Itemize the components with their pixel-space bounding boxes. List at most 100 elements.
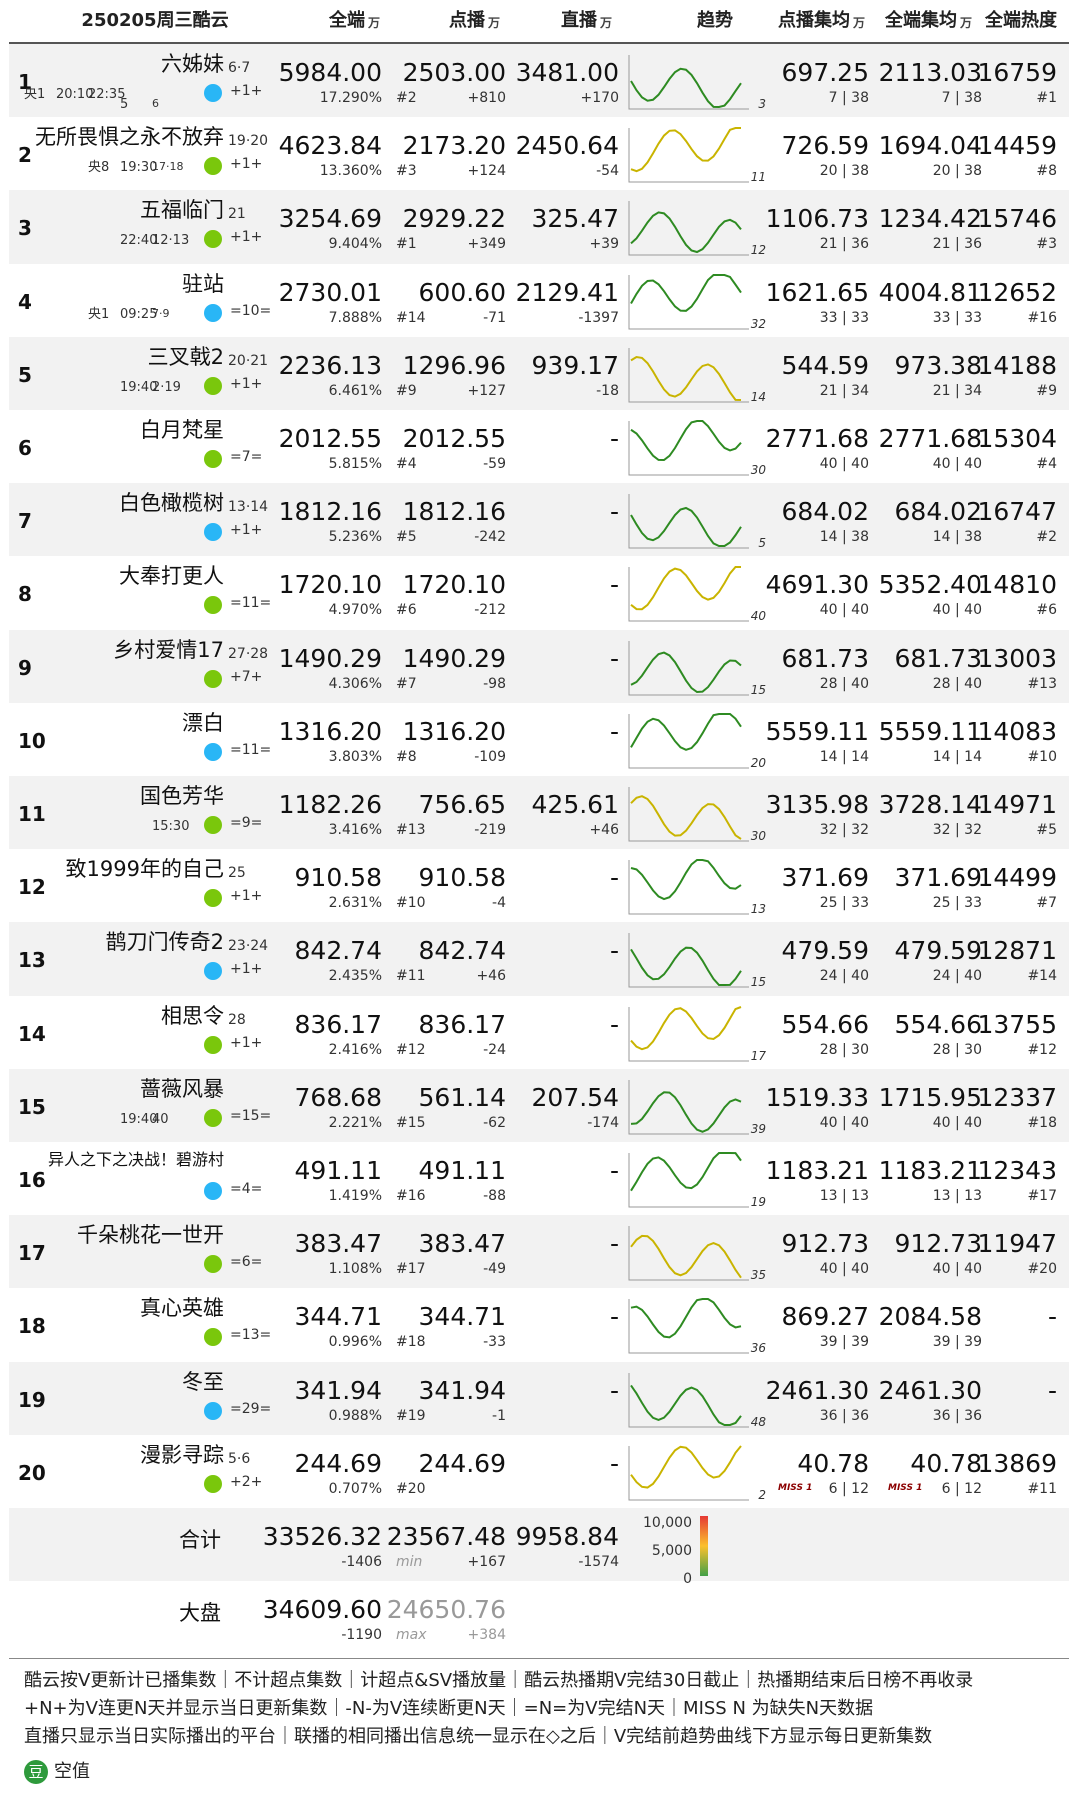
heat: 14971 bbox=[977, 790, 1057, 819]
trend-line bbox=[630, 127, 741, 173]
all-average: 40.78 bbox=[910, 1448, 982, 1478]
row-background bbox=[9, 776, 1069, 850]
total-share: 0.996% bbox=[328, 1334, 382, 1351]
rank: 7 bbox=[18, 509, 32, 534]
platform-icon bbox=[204, 1255, 222, 1274]
vod-average-detail: 20 | 38 bbox=[819, 163, 869, 180]
update-status: +7+ bbox=[230, 668, 263, 685]
vod-average-detail: 13 | 13 bbox=[819, 1188, 869, 1204]
vod-play: 383.47 bbox=[418, 1229, 506, 1259]
vod-miss: MISS 1 bbox=[778, 1482, 813, 1493]
vod-average-detail: 40 | 40 bbox=[819, 1114, 869, 1131]
total-play: 491.11 bbox=[294, 1156, 382, 1185]
heat: 12337 bbox=[977, 1082, 1057, 1112]
live-play: - bbox=[609, 643, 619, 673]
trend-sparkline bbox=[628, 201, 749, 256]
heat-rank: #11 bbox=[1027, 1480, 1057, 1497]
vod-average-detail: 14 | 14 bbox=[819, 748, 869, 765]
show-name: 驻站 bbox=[182, 271, 224, 296]
trend-sparkline bbox=[628, 1445, 749, 1501]
trend-line bbox=[630, 1384, 742, 1426]
live-play: - bbox=[609, 1375, 619, 1405]
trend-note: 15 bbox=[750, 975, 766, 990]
show-name: 冬至 bbox=[182, 1369, 224, 1394]
all-average: 5559.11 bbox=[878, 716, 982, 746]
total-play: 1812.16 bbox=[278, 497, 382, 527]
vod-average: 726.59 bbox=[781, 131, 869, 161]
vod-average: 1183.21 bbox=[765, 1156, 869, 1185]
vod-average: 479.59 bbox=[781, 936, 869, 966]
totals-live-change: -1574 bbox=[578, 1554, 619, 1570]
show-name: 异人之下之决战！碧游村 bbox=[47, 1150, 224, 1169]
all-average-detail: 21 | 36 bbox=[932, 236, 982, 253]
vod-average: 544.59 bbox=[781, 350, 869, 380]
vod-rank: #10 bbox=[396, 895, 426, 912]
all-average: 912.73 bbox=[894, 1229, 982, 1259]
vod-play: 1296.96 bbox=[402, 350, 506, 380]
vod-average: 4691.30 bbox=[765, 570, 869, 600]
trend-line bbox=[630, 1152, 742, 1192]
vod-change: +127 bbox=[467, 382, 506, 399]
show-name: 蔷薇风暴 bbox=[140, 1076, 224, 1101]
rank: 19 bbox=[18, 1387, 46, 1412]
broadcast-info: 5 bbox=[120, 97, 129, 112]
episodes: 20·21 bbox=[228, 352, 269, 369]
trend-line bbox=[630, 1005, 742, 1050]
platform-icon bbox=[204, 596, 222, 615]
vod-average: 681.73 bbox=[781, 643, 869, 673]
vod-play: 842.74 bbox=[418, 936, 506, 966]
total-play: 383.47 bbox=[294, 1229, 382, 1259]
totals-vod-change: +167 bbox=[467, 1554, 506, 1570]
heat-rank: #6 bbox=[1036, 602, 1057, 619]
vod-average: 2461.30 bbox=[765, 1375, 869, 1405]
vod-play: 910.58 bbox=[418, 863, 506, 893]
total-share: 0.988% bbox=[328, 1407, 382, 1424]
broadcast-info: 19:40 bbox=[120, 1111, 158, 1127]
vod-rank: #8 bbox=[396, 748, 417, 765]
rank: 17 bbox=[18, 1241, 46, 1266]
trend-note: 36 bbox=[750, 1341, 766, 1356]
trend-line bbox=[630, 67, 742, 109]
totals-label: 大盘 bbox=[179, 1601, 221, 1626]
trend-axis bbox=[628, 1006, 749, 1062]
update-status: +1+ bbox=[230, 888, 263, 905]
platform-icon bbox=[204, 1474, 222, 1493]
rank: 15 bbox=[18, 1094, 46, 1119]
trend-note: 17 bbox=[750, 1048, 766, 1063]
all-average: 1715.95 bbox=[878, 1082, 982, 1112]
trend-axis bbox=[628, 1153, 749, 1208]
broadcast-info: 央1 bbox=[24, 87, 46, 102]
vod-average-detail: 40 | 40 bbox=[819, 602, 869, 619]
column-header: 点播 bbox=[449, 10, 485, 31]
vod-average-detail: 24 | 40 bbox=[819, 968, 869, 985]
footer-note: 酷云按V更新计已播集数｜不计超点集数｜计超点&SV播放量｜酷云热播期V完结30日… bbox=[24, 1670, 974, 1692]
trend-note: 20 bbox=[750, 755, 766, 770]
trend-axis bbox=[628, 421, 749, 476]
total-play: 1316.20 bbox=[278, 716, 382, 746]
row-background bbox=[9, 922, 1069, 996]
all-average-detail: 28 | 30 bbox=[932, 1041, 982, 1058]
row-background bbox=[9, 336, 1069, 410]
trend-axis bbox=[628, 933, 749, 988]
show-name: 致1999年的自己 bbox=[65, 857, 224, 882]
show-name: 国色芳华 bbox=[140, 784, 224, 808]
total-share: 17.290% bbox=[319, 90, 382, 106]
vod-average-detail: 39 | 39 bbox=[819, 1334, 869, 1351]
total-play: 3254.69 bbox=[278, 204, 382, 234]
total-share: 3.416% bbox=[328, 822, 382, 838]
heat: 14459 bbox=[977, 131, 1057, 161]
heat: 14499 bbox=[977, 863, 1057, 893]
vod-change: -24 bbox=[483, 1041, 506, 1058]
vod-average-detail: 6 | 12 bbox=[828, 1480, 869, 1497]
vod-average-detail: 25 | 33 bbox=[819, 895, 869, 912]
column-header: 趋势 bbox=[697, 10, 733, 31]
vod-average-detail: 28 | 40 bbox=[819, 675, 869, 692]
vod-rank: #15 bbox=[396, 1114, 426, 1131]
update-status: +1+ bbox=[230, 961, 263, 978]
live-change: +39 bbox=[589, 236, 619, 253]
rank: 6 bbox=[18, 436, 32, 460]
vod-average: 1519.33 bbox=[765, 1082, 869, 1112]
all-average-detail: 20 | 38 bbox=[932, 163, 982, 180]
scale-legend-label: 0 bbox=[683, 1571, 692, 1587]
vod-change: -242 bbox=[474, 529, 506, 546]
